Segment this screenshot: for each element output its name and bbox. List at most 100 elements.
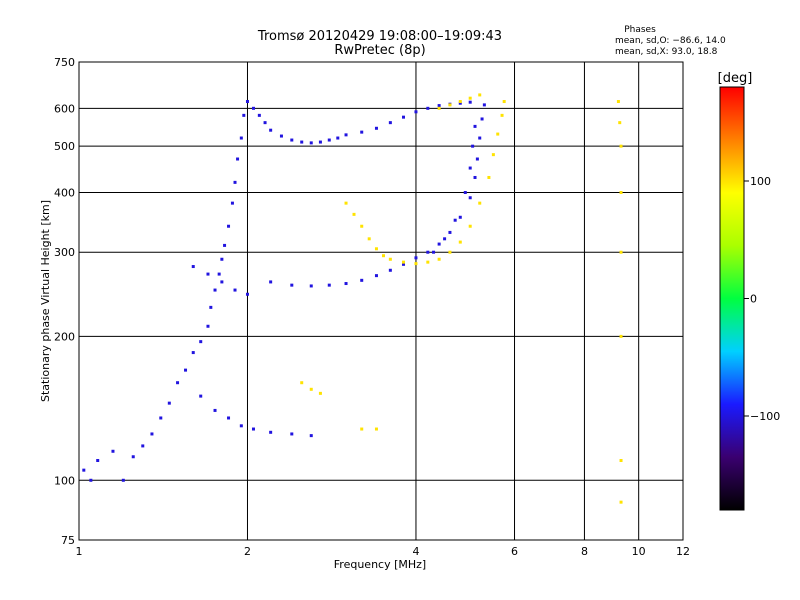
data-point-s0-8 xyxy=(159,416,163,420)
data-point-s1-14 xyxy=(478,201,482,205)
data-point-s1-10 xyxy=(437,257,441,261)
data-point-s0-13 xyxy=(199,340,203,344)
data-point-s0-77 xyxy=(206,272,210,276)
data-point-s0-44 xyxy=(426,106,430,110)
data-point-s1-15 xyxy=(487,175,491,179)
data-point-s0-41 xyxy=(388,121,392,125)
data-point-s0-52 xyxy=(327,283,331,287)
y-axis-label: Stationary phase Virtual Height [km] xyxy=(39,200,52,402)
colorbar-tick-label-0: 0 xyxy=(750,293,757,306)
data-point-s0-74 xyxy=(471,144,475,148)
data-point-s1-30 xyxy=(616,100,620,104)
x-tick-label-2: 2 xyxy=(244,545,251,558)
data-point-s1-31 xyxy=(618,121,622,125)
data-point-s0-80 xyxy=(245,292,249,296)
data-points xyxy=(82,93,623,504)
data-point-s1-18 xyxy=(500,113,504,117)
colorbar-tick-label-100: 100 xyxy=(750,175,771,188)
data-point-s0-64 xyxy=(473,175,477,179)
data-point-s1-4 xyxy=(374,247,378,251)
plot-area-border xyxy=(78,61,684,541)
data-point-s1-16 xyxy=(491,153,495,157)
data-point-s1-32 xyxy=(619,144,623,148)
data-point-s0-9 xyxy=(167,401,171,405)
data-point-s0-26 xyxy=(245,100,249,104)
data-point-s0-54 xyxy=(360,278,364,282)
data-point-s0-2 xyxy=(96,458,100,462)
x-tick-label-4: 4 xyxy=(412,545,419,558)
data-point-s0-24 xyxy=(239,136,243,140)
data-point-s0-70 xyxy=(443,237,447,241)
data-point-s0-48 xyxy=(468,100,472,104)
data-point-s0-65 xyxy=(475,157,479,161)
data-point-s0-0 xyxy=(82,468,86,472)
phases-line-o: mean, sd,O: −86.6, 14.0 xyxy=(615,36,726,46)
data-point-s1-28 xyxy=(360,427,364,431)
data-point-s0-37 xyxy=(336,136,340,140)
data-point-s1-25 xyxy=(300,381,304,385)
data-point-s0-49 xyxy=(269,280,273,284)
data-point-s0-57 xyxy=(401,262,405,266)
data-point-s0-20 xyxy=(227,224,231,228)
data-point-s1-19 xyxy=(502,100,506,104)
data-point-s0-17 xyxy=(217,272,221,276)
x-axis-ticks: 1 2 4 6 8 10 12 xyxy=(76,545,691,558)
colorbar xyxy=(719,86,745,511)
data-point-s0-51 xyxy=(309,284,313,288)
data-point-s0-34 xyxy=(309,141,313,145)
data-point-s0-87 xyxy=(290,432,294,436)
y-tick-label-600: 600 xyxy=(54,102,75,115)
data-point-s0-25 xyxy=(242,113,246,117)
data-point-s0-61 xyxy=(448,230,452,234)
data-point-s1-3 xyxy=(367,237,371,241)
data-point-s1-1 xyxy=(352,212,356,216)
y-tick-label-300: 300 xyxy=(54,246,75,259)
chart-title: Tromsø 20120429 19:08:00–19:09:43 xyxy=(257,29,502,44)
data-point-s0-83 xyxy=(227,416,231,420)
data-point-s1-36 xyxy=(619,458,623,462)
x-tick-label-12: 12 xyxy=(676,545,690,558)
colorbar-tick-label-−100: −100 xyxy=(750,410,780,423)
y-tick-label-500: 500 xyxy=(54,140,75,153)
data-point-s0-32 xyxy=(290,138,294,142)
data-point-s0-88 xyxy=(309,434,313,438)
data-point-s0-38 xyxy=(344,133,348,137)
data-point-s0-5 xyxy=(131,455,135,459)
data-point-s0-58 xyxy=(414,256,418,260)
data-point-s0-33 xyxy=(300,140,304,144)
data-point-s1-17 xyxy=(496,132,500,136)
data-point-s0-68 xyxy=(482,103,486,107)
data-point-s0-62 xyxy=(458,215,462,219)
data-point-s0-69 xyxy=(432,250,436,254)
data-point-s0-81 xyxy=(199,394,203,398)
data-point-s1-27 xyxy=(318,391,322,395)
data-point-s0-56 xyxy=(388,268,392,272)
y-tick-label-750: 750 xyxy=(54,56,75,69)
data-point-s0-79 xyxy=(233,288,237,292)
data-point-s1-9 xyxy=(426,260,430,264)
phases-title: Phases xyxy=(624,25,656,35)
data-point-s0-39 xyxy=(360,130,364,134)
data-point-s0-67 xyxy=(480,117,484,121)
data-point-s0-47 xyxy=(458,101,462,105)
data-point-s0-35 xyxy=(318,140,322,144)
data-point-s0-36 xyxy=(327,138,331,142)
data-point-s1-6 xyxy=(388,257,392,261)
data-point-s0-78 xyxy=(220,280,224,284)
data-point-s0-73 xyxy=(468,166,472,170)
data-point-s0-86 xyxy=(269,430,273,434)
data-point-s1-11 xyxy=(448,250,452,254)
data-point-s1-7 xyxy=(401,260,405,264)
data-point-s0-72 xyxy=(463,190,467,194)
data-point-s0-18 xyxy=(220,257,224,261)
data-point-s0-15 xyxy=(209,305,213,309)
data-point-s0-30 xyxy=(269,128,273,132)
data-point-s1-24 xyxy=(478,93,482,97)
data-point-s0-55 xyxy=(374,274,378,278)
data-point-s0-22 xyxy=(233,180,237,184)
data-point-s1-34 xyxy=(619,250,623,254)
data-point-s1-29 xyxy=(374,427,378,431)
data-point-s1-26 xyxy=(309,387,313,391)
data-point-s0-43 xyxy=(414,110,418,114)
